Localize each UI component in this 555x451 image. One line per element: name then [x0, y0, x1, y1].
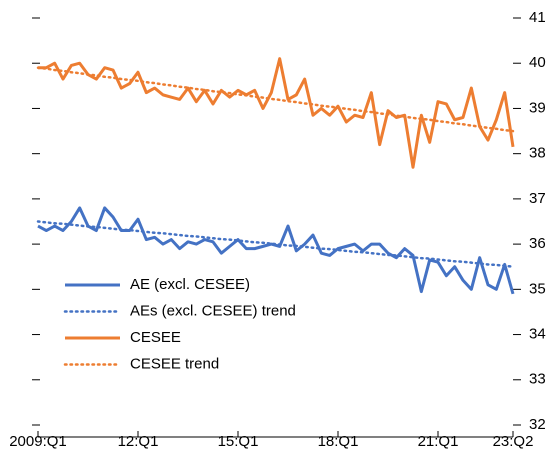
legend-label: CESEE — [130, 329, 181, 346]
y-tick-label: 41 — [529, 9, 546, 26]
x-tick-label: 12:Q1 — [118, 433, 159, 450]
series-line — [38, 57, 515, 169]
y-tick-label: 33 — [529, 371, 546, 388]
x-tick-label: 18:Q1 — [318, 433, 359, 450]
y-tick-label: 37 — [529, 190, 546, 207]
trend-line — [36, 220, 515, 268]
legend-label: AE (excl. CESEE) — [130, 276, 250, 293]
y-tick-label: 34 — [529, 326, 546, 343]
y-tick-label: 38 — [529, 145, 546, 162]
y-tick-label: 36 — [529, 235, 546, 252]
x-tick-label: 2009:Q1 — [9, 433, 67, 450]
y-tick-label: 39 — [529, 99, 546, 116]
y-tick-label: 40 — [529, 54, 546, 71]
legend-label: AEs (excl. CESEE) trend — [130, 302, 296, 319]
y-tick-label: 35 — [529, 280, 546, 297]
x-tick-label: 23:Q2 — [493, 433, 534, 450]
y-tick-label: 32 — [529, 416, 546, 433]
x-tick-label: 21:Q1 — [418, 433, 459, 450]
series-line — [37, 206, 515, 295]
x-tick-label: 15:Q1 — [218, 433, 259, 450]
legend-label: CESEE trend — [130, 355, 219, 372]
